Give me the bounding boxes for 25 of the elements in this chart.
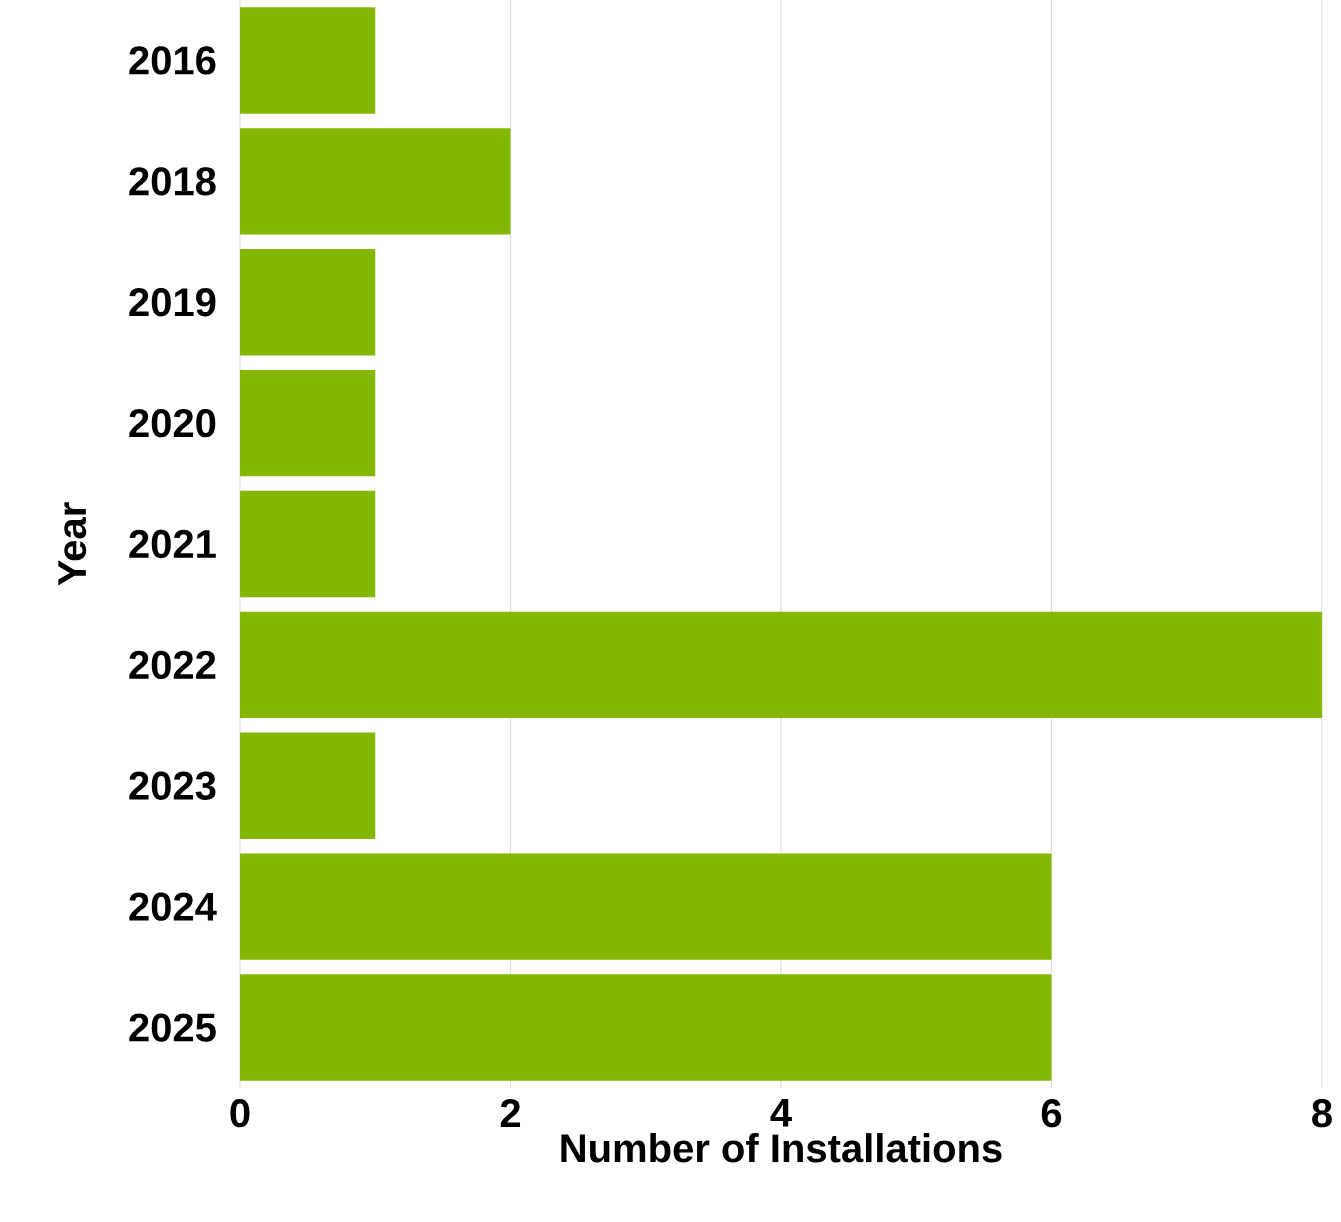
y-axis-title: Year xyxy=(58,502,87,586)
y-tick-label: 2024 xyxy=(129,892,217,921)
bar xyxy=(240,974,1052,1081)
y-tick-label: 2020 xyxy=(129,408,216,438)
x-tick-label: 6 xyxy=(1041,1099,1062,1128)
bar xyxy=(240,732,376,839)
bar xyxy=(240,369,376,477)
bar xyxy=(240,249,376,356)
x-tick-label: 2 xyxy=(500,1099,521,1127)
bar xyxy=(240,611,1322,719)
x-tick-label: 4 xyxy=(770,1099,792,1127)
bar xyxy=(240,128,511,235)
bar xyxy=(240,853,1052,960)
y-tick-label: 2023 xyxy=(129,771,216,800)
x-axis-title: Number of Installations xyxy=(561,1133,1002,1163)
y-tick-label: 2018 xyxy=(129,167,216,196)
y-tick-label: 2022 xyxy=(129,650,216,680)
y-tick-label: 2021 xyxy=(129,529,216,559)
y-tick-label: 2025 xyxy=(129,1013,216,1042)
bar xyxy=(240,7,376,114)
x-tick-label: 8 xyxy=(1312,1099,1332,1128)
y-tick-label: 2019 xyxy=(129,288,216,317)
x-tick-label: 0 xyxy=(230,1099,250,1128)
bar xyxy=(240,490,376,598)
y-tick-label: 2016 xyxy=(129,46,216,75)
